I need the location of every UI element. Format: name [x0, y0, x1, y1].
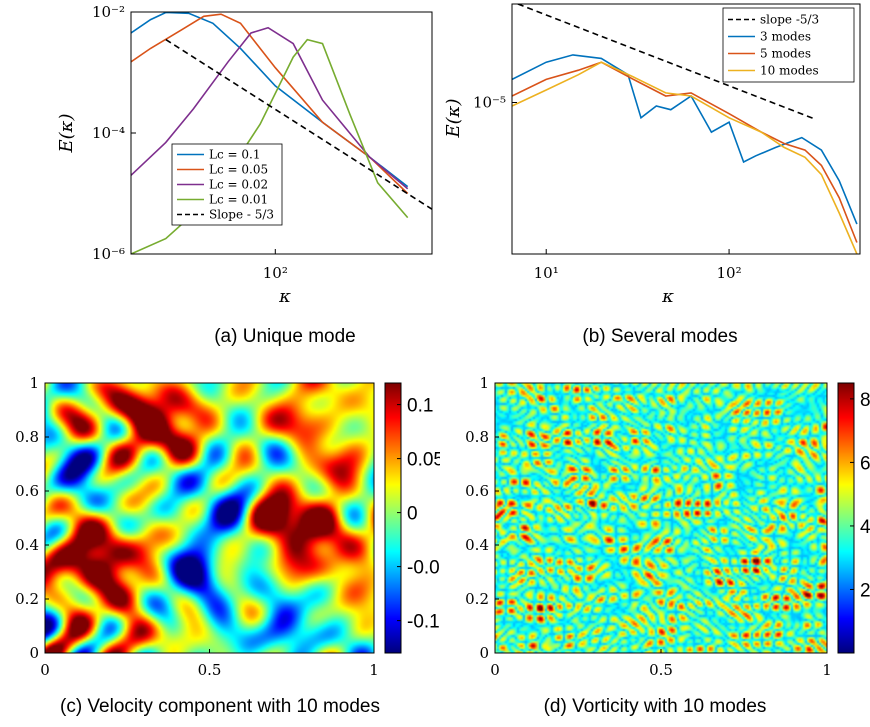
series-b-3 — [512, 61, 858, 254]
y-tick-label: 1 — [29, 374, 39, 392]
y-tick-label: 0.4 — [15, 536, 39, 554]
series-b-2 — [512, 61, 858, 243]
chart-d: 0 0.5 1 0 0.2 0.4 0.6 0.8 1 8 6 4 2 — [465, 374, 870, 679]
vorticity-heatmap — [495, 383, 827, 653]
y-tick-label: 0.2 — [15, 590, 39, 608]
y-tick-label: 0 — [29, 644, 39, 662]
y-tick-label: 0.8 — [465, 428, 489, 446]
series-b-0 — [517, 4, 817, 121]
legend-box — [722, 7, 855, 83]
caption-a: (a) Unique mode — [214, 326, 356, 347]
chart-a-xlabel: κ — [278, 286, 291, 307]
caption-d: (d) Vorticity with 10 modes — [543, 696, 767, 717]
x-tick-label: 10² — [263, 264, 288, 282]
caption-c: (c) Velocity component with 10 modes — [60, 696, 380, 717]
x-tick-label: 0.5 — [649, 661, 673, 679]
y-tick-label: 0.6 — [465, 482, 489, 500]
y-tick-label: 10⁻⁵ — [473, 93, 506, 111]
chart-b-xlabel: κ — [661, 286, 674, 307]
legend-label: Lc = 0.02 — [209, 178, 268, 192]
x-tick-label: 0 — [40, 661, 50, 679]
x-tick-label: 10² — [717, 264, 742, 282]
legend-box — [171, 143, 283, 226]
velocity-heatmap — [45, 383, 374, 653]
colorbar-tick-label: 6 — [860, 453, 870, 474]
y-tick-label: 0.4 — [465, 536, 489, 554]
y-tick-label: 0.8 — [15, 428, 39, 446]
chart-c: 0 0.5 1 0 0.2 0.4 0.6 0.8 1 0.1 0.05 0 -0.0! -0.1 — [15, 374, 440, 679]
colorbar-tick-label: 0.1 — [407, 396, 433, 417]
series-a-2 — [131, 26, 409, 190]
legend-label: Slope - 5/3 — [209, 208, 274, 222]
colorbar-tick-label: -0.0! — [407, 558, 440, 579]
chart-b-frame — [511, 3, 861, 255]
legend-label: Lc = 0.01 — [209, 193, 268, 207]
y-tick-label: 10⁻² — [92, 3, 125, 21]
caption-b: (b) Several modes — [582, 326, 738, 347]
colorbar-tick-label: -0.1 — [407, 612, 440, 633]
vorticity-colorbar-frame — [837, 382, 855, 654]
colorbar-tick-label: 4 — [860, 517, 870, 538]
y-tick-label: 0.6 — [15, 482, 39, 500]
y-tick-label: 0 — [479, 644, 489, 662]
x-tick-label: 1 — [369, 661, 379, 679]
y-tick-label: 0.2 — [465, 590, 489, 608]
legend-label: slope -5/3 — [760, 13, 819, 27]
x-tick-label: 0 — [490, 661, 500, 679]
chart-a-ylabel: E(κ) — [56, 114, 77, 154]
x-tick-label: 10¹ — [534, 264, 559, 282]
legend-label: 10 modes — [760, 64, 819, 78]
x-tick-label: 0.5 — [198, 661, 222, 679]
y-tick-label: 10⁻⁶ — [92, 245, 125, 263]
velocity-colorbar — [385, 383, 401, 653]
y-tick-label: 1 — [479, 374, 489, 392]
vorticity-colorbar — [838, 383, 854, 653]
legend-label: Lc = 0.1 — [209, 148, 260, 162]
legend-label: 5 modes — [760, 47, 811, 61]
y-tick-label: 10⁻⁴ — [92, 124, 125, 142]
colorbar-tick-label: 2 — [860, 580, 870, 601]
colorbar-tick-label: 0 — [407, 504, 418, 525]
series-a-4 — [165, 38, 432, 210]
legend-label: Lc = 0.05 — [209, 163, 268, 177]
series-a-1 — [131, 13, 409, 195]
colorbar-tick-label: 0.05 — [407, 450, 440, 471]
chart-b-ylabel: E(κ) — [443, 99, 464, 139]
colorbar-tick-label: 8 — [860, 390, 870, 411]
x-tick-label: 1 — [822, 661, 832, 679]
legend-label: 3 modes — [760, 30, 811, 44]
chart-b: 10¹ 10² 10⁻⁵ slope -5/3 3 modes 5 modes 10 mo… — [443, 3, 861, 307]
series-b-1 — [512, 54, 858, 225]
velocity-colorbar-frame — [384, 382, 402, 654]
